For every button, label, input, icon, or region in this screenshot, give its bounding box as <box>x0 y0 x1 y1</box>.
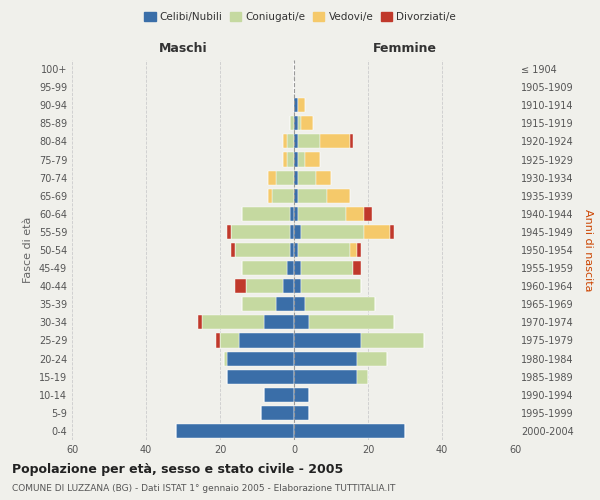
Bar <box>283 279 294 293</box>
Bar <box>290 225 294 239</box>
Bar <box>290 116 294 130</box>
Bar <box>316 170 331 184</box>
Bar <box>357 352 386 366</box>
Bar <box>231 243 235 257</box>
Legend: Celibi/Nubili, Coniugati/e, Vedovi/e, Divorziati/e: Celibi/Nubili, Coniugati/e, Vedovi/e, Di… <box>140 8 460 26</box>
Bar <box>294 152 298 166</box>
Text: Maschi: Maschi <box>158 42 208 54</box>
Bar <box>298 98 305 112</box>
Bar <box>301 261 353 275</box>
Text: Femmine: Femmine <box>373 42 437 54</box>
Bar <box>294 207 298 221</box>
Bar <box>294 424 405 438</box>
Bar <box>198 316 202 330</box>
Bar <box>294 334 361 347</box>
Bar <box>294 261 301 275</box>
Bar <box>287 261 294 275</box>
Bar <box>235 279 246 293</box>
Bar <box>298 134 320 148</box>
Bar <box>294 352 357 366</box>
Bar <box>287 134 294 148</box>
Bar <box>227 352 294 366</box>
Bar <box>357 243 361 257</box>
Bar <box>283 134 287 148</box>
Bar <box>272 188 294 203</box>
Bar <box>294 188 298 203</box>
Bar <box>294 406 309 420</box>
Bar <box>224 352 227 366</box>
Bar <box>298 188 328 203</box>
Bar <box>328 188 349 203</box>
Bar <box>301 279 361 293</box>
Bar <box>202 316 265 330</box>
Bar <box>227 225 231 239</box>
Bar <box>294 170 298 184</box>
Bar <box>287 152 294 166</box>
Bar <box>364 225 390 239</box>
Bar <box>242 297 275 312</box>
Bar <box>309 316 394 330</box>
Bar <box>227 370 294 384</box>
Bar <box>260 406 294 420</box>
Bar <box>265 388 294 402</box>
Bar <box>294 134 298 148</box>
Bar <box>283 152 287 166</box>
Bar <box>294 225 301 239</box>
Bar <box>239 334 294 347</box>
Bar <box>305 152 320 166</box>
Y-axis label: Anni di nascita: Anni di nascita <box>583 209 593 291</box>
Bar <box>242 207 290 221</box>
Y-axis label: Fasce di età: Fasce di età <box>23 217 33 283</box>
Bar <box>361 334 424 347</box>
Bar <box>349 134 353 148</box>
Bar <box>298 116 301 130</box>
Bar <box>301 225 364 239</box>
Bar <box>265 316 294 330</box>
Bar <box>246 279 283 293</box>
Bar <box>294 316 309 330</box>
Bar <box>294 98 298 112</box>
Bar <box>220 334 239 347</box>
Bar <box>268 170 275 184</box>
Bar <box>217 334 220 347</box>
Bar <box>294 388 309 402</box>
Bar <box>320 134 349 148</box>
Bar <box>390 225 394 239</box>
Bar <box>231 225 290 239</box>
Bar <box>294 279 301 293</box>
Bar <box>357 370 368 384</box>
Bar <box>294 370 357 384</box>
Bar <box>301 116 313 130</box>
Bar <box>298 207 346 221</box>
Bar <box>305 297 376 312</box>
Bar <box>298 152 305 166</box>
Bar <box>235 243 290 257</box>
Bar <box>176 424 294 438</box>
Bar <box>268 188 272 203</box>
Bar <box>290 207 294 221</box>
Text: Popolazione per età, sesso e stato civile - 2005: Popolazione per età, sesso e stato civil… <box>12 462 343 475</box>
Bar <box>349 243 357 257</box>
Bar <box>294 243 298 257</box>
Bar <box>298 170 316 184</box>
Text: COMUNE DI LUZZANA (BG) - Dati ISTAT 1° gennaio 2005 - Elaborazione TUTTITALIA.IT: COMUNE DI LUZZANA (BG) - Dati ISTAT 1° g… <box>12 484 395 493</box>
Bar <box>290 243 294 257</box>
Bar <box>294 297 305 312</box>
Bar <box>298 243 349 257</box>
Bar <box>275 297 294 312</box>
Bar <box>242 261 287 275</box>
Bar <box>346 207 364 221</box>
Bar <box>353 261 361 275</box>
Bar <box>275 170 294 184</box>
Bar <box>294 116 298 130</box>
Bar <box>364 207 372 221</box>
